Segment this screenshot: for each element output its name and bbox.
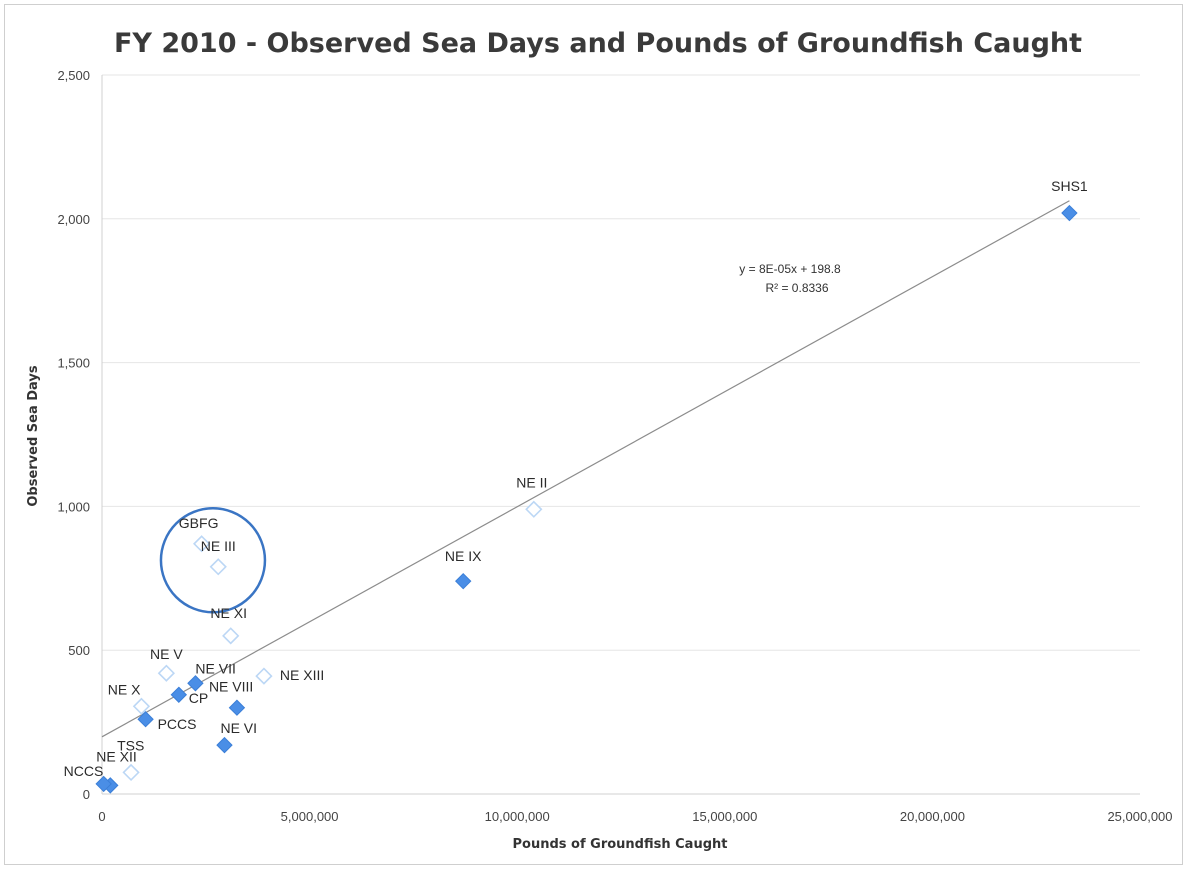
- point-label-gbfg: GBFG: [179, 515, 219, 531]
- trendline-layer: [101, 200, 1070, 738]
- trendline-r-squared: R² = 0.8336: [765, 281, 828, 295]
- data-point-ne-v: [157, 664, 175, 682]
- data-point-gbfg: [193, 535, 211, 553]
- x-tick-label-4: 20,000,000: [900, 809, 965, 824]
- data-point-nccs: [95, 775, 112, 793]
- x-tick-label-2: 10,000,000: [485, 809, 550, 824]
- x-tick-label-5: 25,000,000: [1107, 809, 1172, 824]
- highlight-circle: [159, 507, 267, 614]
- point-label-ne-iii: NE III: [201, 538, 236, 554]
- point-label-ne-viii: NE VIII: [209, 679, 253, 695]
- data-point-ne-vi: [216, 736, 233, 754]
- data-point-ne-vii: [187, 675, 204, 692]
- data-point-ne-ix: [455, 572, 472, 590]
- point-label-nccs: NCCS: [64, 763, 104, 779]
- chart-title: FY 2010 - Observed Sea Days and Pounds o…: [114, 28, 1082, 59]
- y-tick-label-4: 2,000: [57, 212, 90, 227]
- point-label-tss: TSS: [117, 737, 144, 753]
- data-point-shs1: [1061, 204, 1078, 222]
- trendline-equation: y = 8E-05x + 198.8: [739, 262, 841, 276]
- y-tick-label-5: 2,500: [57, 68, 90, 83]
- point-label-ne-v: NE V: [150, 646, 183, 662]
- point-label-ne-xiii: NE XIII: [280, 667, 324, 683]
- tick-labels: 0 500 1,000 1,500 2,000 2,500 0 5,000,000 10,000…: [57, 68, 1172, 824]
- x-axis-title: Pounds of Groundfish Caught: [513, 837, 728, 852]
- point-label-cp: CP: [189, 690, 208, 706]
- point-label-ne-vi: NE VI: [220, 720, 257, 736]
- data-point-ne-viii: [228, 699, 246, 716]
- highlight-layer: [159, 507, 267, 614]
- data-point-pccs: [137, 711, 154, 728]
- data-point-ne-ii: [525, 500, 543, 518]
- y-tick-label-0: 0: [83, 787, 90, 802]
- data-point-cp: [170, 686, 188, 703]
- point-label-pccs: PCCS: [158, 716, 197, 732]
- x-tick-label-3: 15,000,000: [692, 809, 757, 824]
- point-labels: SHS1 NE II NE IX GBFG NE III NE XI NE XIII NE V…: [64, 178, 1088, 779]
- data-points: [95, 204, 1078, 794]
- point-label-ne-xii: NE XII: [96, 748, 136, 764]
- trendline: [101, 200, 1070, 738]
- x-tick-label-1: 5,000,000: [281, 809, 339, 824]
- point-label-shs1: SHS1: [1051, 178, 1088, 194]
- y-tick-label-2: 1,000: [57, 499, 90, 514]
- point-label-ne-vii: NE VII: [195, 660, 235, 676]
- point-label-ne-ii: NE II: [516, 474, 547, 490]
- data-point-ne-xiii: [255, 667, 273, 685]
- gridlines: [102, 74, 1140, 651]
- y-tick-label-1: 500: [68, 643, 90, 658]
- y-axis-title: Observed Sea Days: [26, 365, 41, 507]
- point-label-ne-ix: NE IX: [445, 548, 482, 564]
- data-point-ne-iii: [209, 558, 227, 576]
- chart-frame: [4, 4, 1183, 865]
- data-point-ne-x: [132, 697, 151, 715]
- x-tick-label-0: 0: [98, 809, 105, 824]
- data-point-tss: [122, 763, 140, 782]
- y-tick-label-3: 1,500: [57, 356, 90, 371]
- data-point-ne-xi: [222, 627, 240, 645]
- axes: [101, 75, 1140, 795]
- point-label-ne-xi: NE XI: [210, 605, 247, 621]
- point-label-ne-x: NE X: [108, 681, 141, 697]
